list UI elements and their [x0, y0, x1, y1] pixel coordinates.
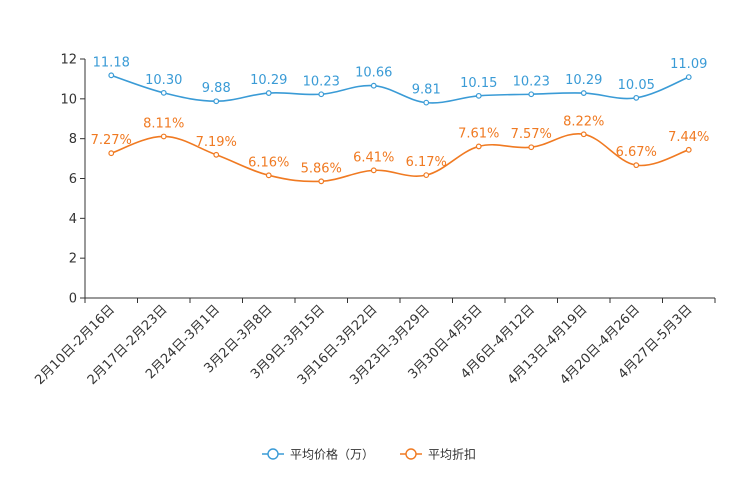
data-label: 7.61%: [458, 126, 499, 141]
data-point[interactable]: [160, 89, 167, 96]
data-label: 6.16%: [248, 155, 289, 170]
data-point[interactable]: [265, 90, 272, 96]
data-label: 10.29: [565, 73, 602, 88]
data-point[interactable]: [580, 131, 587, 138]
data-label: 7.57%: [511, 127, 552, 142]
data-label: 11.18: [93, 55, 130, 70]
data-point[interactable]: [685, 146, 692, 153]
data-label: 10.23: [513, 74, 550, 89]
y-tick-label: 8: [69, 132, 77, 147]
data-point[interactable]: [370, 167, 377, 174]
y-tick-label: 12: [60, 53, 77, 68]
legend-label: 平均折扣: [428, 447, 476, 462]
data-point[interactable]: [370, 82, 377, 89]
data-point[interactable]: [685, 74, 692, 81]
data-point[interactable]: [108, 72, 115, 79]
data-point[interactable]: [213, 151, 220, 158]
data-label: 9.88: [202, 81, 231, 96]
axes: 0246810122月10日-2月16日2月17日-2月23日2月24日-3月1…: [32, 53, 716, 388]
data-point[interactable]: [528, 144, 535, 151]
series-avg-price: 11.18 10.30 9.88 10.29 10.23 10.66 9.81 10.15 10…: [93, 55, 707, 106]
data-point[interactable]: [265, 172, 272, 179]
data-point[interactable]: [423, 99, 430, 106]
y-tick-label: 6: [69, 172, 77, 187]
data-point[interactable]: [318, 91, 325, 98]
data-point[interactable]: [528, 91, 535, 98]
legend-marker-icon: [267, 448, 279, 460]
data-label: 7.19%: [196, 135, 237, 150]
data-label: 9.81: [412, 83, 441, 98]
data-label: 7.27%: [91, 133, 132, 148]
series-avg-discount: 7.27% 8.11% 7.19% 6.16% 5.86% 6.41% 6.17% 7.61%…: [91, 114, 709, 185]
y-tick-label: 0: [69, 292, 77, 307]
data-point[interactable]: [108, 150, 115, 157]
series-layer: 11.18 10.30 9.88 10.29 10.23 10.66 9.81 10.15 10…: [91, 55, 709, 185]
y-tick-label: 2: [69, 252, 77, 267]
legend[interactable]: 平均价格（万） 平均折扣: [262, 447, 476, 462]
data-label: 6.67%: [616, 145, 657, 160]
data-label: 10.15: [460, 76, 497, 91]
data-label: 6.41%: [353, 150, 394, 165]
series-line: [110, 133, 690, 183]
data-label: 6.17%: [406, 155, 447, 170]
data-label: 7.44%: [668, 130, 709, 145]
data-point[interactable]: [633, 162, 640, 169]
series-line: [110, 74, 690, 104]
data-point[interactable]: [633, 94, 640, 101]
y-tick-label: 10: [60, 92, 77, 107]
data-label: 10.23: [303, 74, 340, 89]
y-tick-label: 4: [69, 212, 77, 227]
legend-marker-icon: [405, 448, 417, 460]
data-point[interactable]: [160, 133, 167, 140]
data-label: 8.11%: [143, 116, 184, 131]
data-label: 10.29: [250, 73, 287, 88]
legend-label: 平均价格（万）: [290, 447, 374, 462]
data-point[interactable]: [475, 143, 482, 150]
data-point[interactable]: [423, 172, 430, 179]
legend-item-avg-price[interactable]: 平均价格（万）: [262, 447, 374, 462]
data-point[interactable]: [318, 178, 325, 185]
legend-item-avg-discount[interactable]: 平均折扣: [400, 447, 476, 462]
data-label: 10.66: [355, 66, 392, 81]
data-point[interactable]: [213, 98, 220, 105]
data-label: 10.30: [145, 73, 182, 88]
data-label: 11.09: [670, 57, 707, 72]
data-label: 10.05: [618, 78, 655, 93]
data-label: 5.86%: [301, 161, 342, 176]
data-label: 8.22%: [563, 114, 604, 129]
data-point[interactable]: [475, 92, 482, 99]
data-point[interactable]: [580, 90, 587, 96]
